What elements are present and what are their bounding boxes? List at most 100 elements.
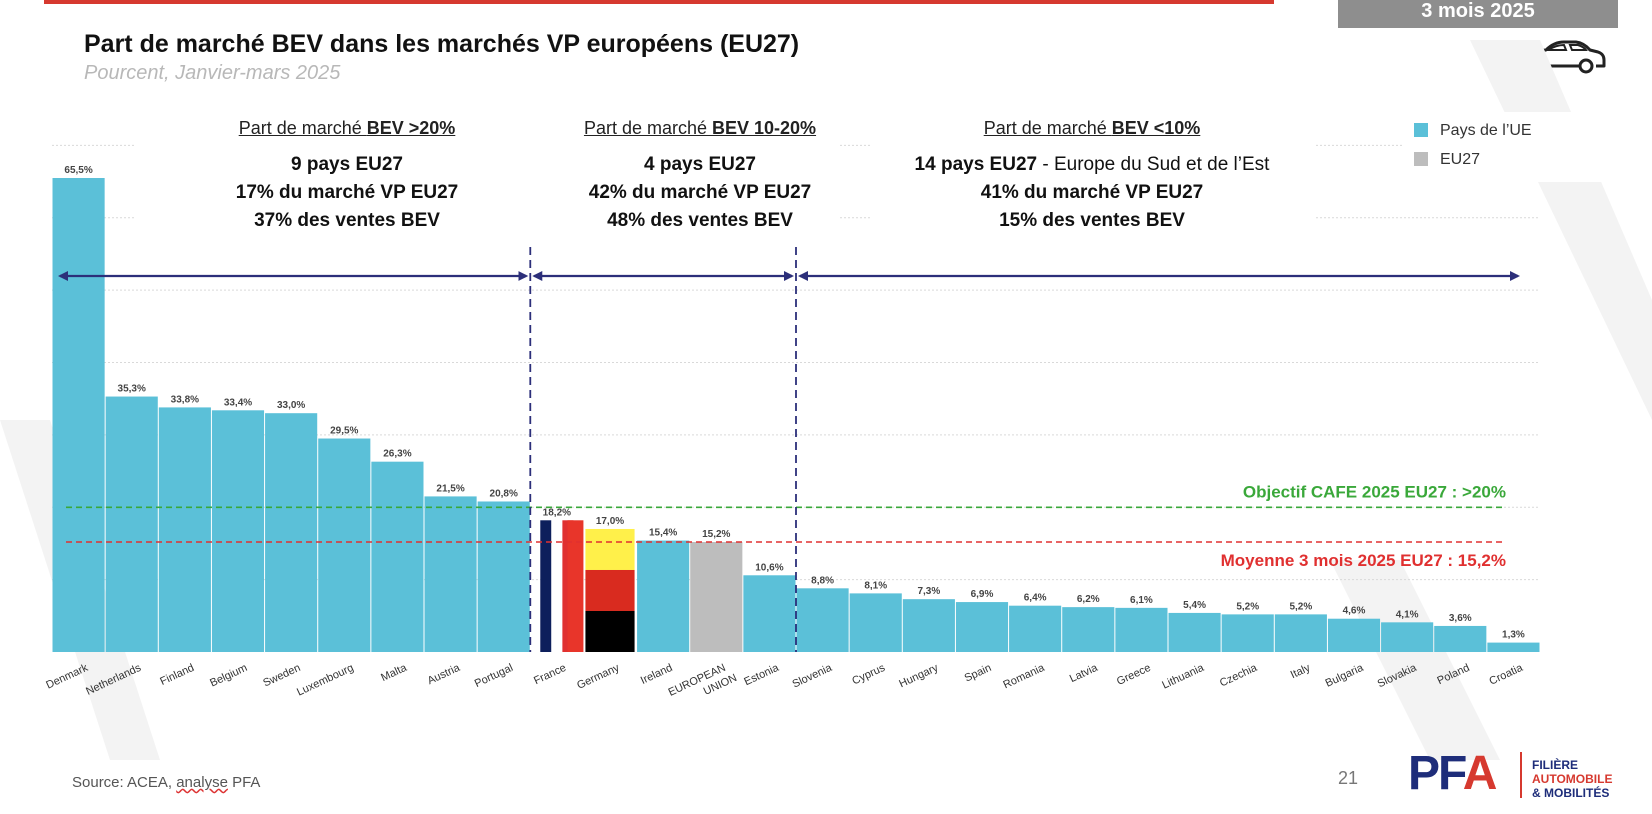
period-badge: 3 mois 2025	[1338, 0, 1618, 28]
segment-line: 4 pays EU27	[644, 154, 756, 175]
category-label: EUROPEANUNION	[667, 659, 739, 711]
page-title: Part de marché BEV dans les marchés VP e…	[84, 30, 800, 58]
category-label: Greece	[1115, 662, 1153, 688]
value-label: 4,6%	[1343, 606, 1366, 617]
category-label: Cyprus	[850, 662, 887, 688]
bar-croatia	[1487, 642, 1540, 652]
bar-latvia	[1062, 607, 1115, 652]
page-number: 21	[1338, 768, 1359, 788]
value-label: 29,5%	[330, 426, 358, 437]
segment-box-high: Part de marché BEV >20% 9 pays EU27 17% …	[134, 112, 560, 242]
segment-title-mid: Part de marché BEV 10-20%	[583, 118, 817, 138]
page-subtitle: Pourcent, Janvier-mars 2025	[84, 62, 341, 84]
value-label: 17,0%	[596, 516, 624, 527]
source-note: Source: ACEA, analyse PFA	[72, 774, 261, 791]
chart-legend: Pays de l’UE EU27	[1402, 112, 1608, 182]
category-label: Austria	[426, 661, 463, 687]
bar-austria	[424, 496, 477, 652]
bar-cyprus	[849, 593, 902, 652]
flag-stripe-gold	[585, 528, 635, 570]
value-label: 33,8%	[171, 394, 199, 405]
flag-pole	[567, 520, 584, 652]
category-label: Ireland	[639, 662, 675, 687]
bar-italy	[1274, 614, 1327, 652]
bar-slovenia	[796, 588, 849, 652]
bar-european-union	[690, 542, 743, 652]
value-label: 10,6%	[755, 562, 783, 573]
bar-netherlands	[105, 396, 158, 652]
bar-romania	[1009, 605, 1062, 652]
value-label: 26,3%	[383, 449, 411, 460]
segment-line: 14 pays EU27 - Europe du Sud et de l’Est	[914, 154, 1270, 175]
bar-malta	[371, 461, 424, 652]
flag-stripe-black	[585, 610, 635, 652]
category-label: Belgium	[208, 662, 249, 690]
value-label: 35,3%	[118, 384, 146, 395]
bar-hungary	[902, 599, 955, 652]
segment-arrows	[58, 182, 1520, 652]
category-label: Hungary	[897, 662, 940, 691]
bar-slovakia	[1381, 622, 1434, 652]
bar-belgium	[211, 410, 265, 652]
value-label: 6,2%	[1077, 594, 1100, 605]
reference-label: Moyenne 3 mois 2025 EU27 : 15,2%	[1221, 551, 1506, 570]
value-label: 7,3%	[917, 586, 940, 597]
value-label: 8,1%	[864, 580, 887, 591]
bar-poland	[1434, 625, 1487, 652]
segment-line: 17% du marché VP EU27	[235, 182, 459, 203]
category-label: France	[532, 662, 568, 687]
bar-luxembourg	[318, 438, 371, 652]
segment-box-mid: Part de marché BEV 10-20% 4 pays EU27 42…	[560, 112, 840, 242]
category-label: Sweden	[261, 662, 302, 690]
legend-swatch	[1414, 152, 1428, 166]
reference-label: Objectif CAFE 2025 EU27 : >20%	[1243, 482, 1506, 501]
value-label: 21,5%	[436, 483, 464, 494]
value-label: 6,4%	[1024, 593, 1047, 604]
bar-portugal	[477, 501, 530, 652]
value-labels: 65,5% 35,3% 33,8% 33,4% 33,0% 29,5% 26,3% 21,5%…	[64, 165, 1525, 641]
category-label: Czechia	[1218, 661, 1260, 689]
top-accent-line	[44, 0, 1274, 4]
bar-finland	[158, 407, 211, 652]
category-label: Estonia	[742, 661, 781, 688]
segment-line: 15% des ventes BEV	[999, 210, 1185, 231]
segment-line: 37% des ventes BEV	[254, 210, 440, 231]
bars-group	[52, 178, 1540, 652]
bar-sweden	[265, 413, 318, 652]
bar-denmark	[52, 178, 105, 652]
category-label: Malta	[379, 661, 409, 684]
category-label: Spain	[963, 662, 994, 685]
bar-ireland	[637, 540, 690, 652]
pfa-logo: PFA FILIÈRE AUTOMOBILE & MOBILITÉS	[1402, 742, 1632, 804]
segment-line: 41% du marché VP EU27	[980, 182, 1204, 203]
category-label: Finland	[158, 662, 196, 688]
reference-lines: Objectif CAFE 2025 EU27 : >20% Moyenne 3 …	[66, 482, 1506, 570]
segment-line: 9 pays EU27	[291, 154, 403, 175]
segment-title-low: Part de marché BEV <10%	[983, 118, 1201, 138]
flag-stripe-blue	[540, 520, 552, 652]
value-label: 33,4%	[224, 397, 252, 408]
category-label: Latvia	[1068, 661, 1100, 685]
category-label: Italy	[1289, 662, 1313, 682]
logo-mark: PFA	[1408, 747, 1497, 800]
segment-title-high: Part de marché BEV >20%	[238, 118, 456, 138]
flag-stripe-white	[551, 520, 563, 652]
segment-line: 42% du marché VP EU27	[588, 182, 812, 203]
value-label: 5,4%	[1183, 600, 1206, 611]
bar-germany-flag	[567, 520, 635, 652]
legend-item-countries: Pays de l’UE	[1414, 122, 1532, 140]
bar-bulgaria	[1327, 618, 1381, 652]
logo-text: FILIÈRE AUTOMOBILE & MOBILITÉS	[1532, 758, 1613, 800]
category-label: Bulgaria	[1324, 661, 1366, 689]
segment-box-low: Part de marché BEV <10% 14 pays EU27 - E…	[870, 112, 1314, 242]
legend-item-eu27: EU27	[1414, 151, 1480, 169]
category-label: Luxembourg	[295, 662, 355, 699]
value-label: 15,4%	[649, 528, 677, 539]
legend-swatch	[1414, 123, 1428, 137]
category-label: Croatia	[1487, 661, 1525, 687]
flag-stripe-red	[585, 569, 635, 611]
category-label: Slovenia	[791, 661, 835, 690]
value-label: 33,0%	[277, 400, 305, 411]
value-label: 20,8%	[490, 488, 518, 499]
